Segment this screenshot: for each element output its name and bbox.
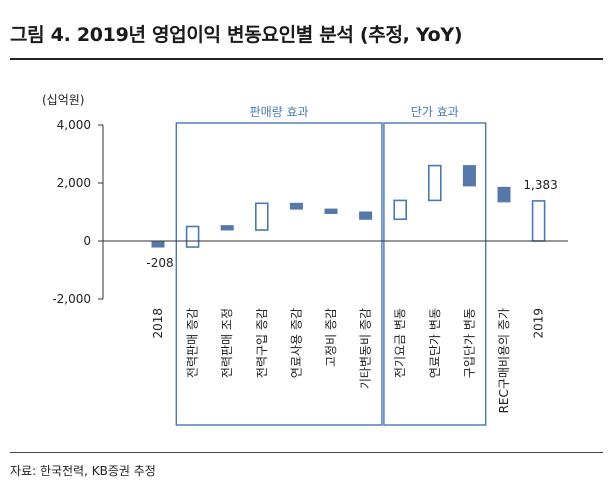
bar xyxy=(185,225,200,248)
category-label: 2019 xyxy=(532,308,546,339)
bar xyxy=(462,165,476,187)
bar xyxy=(324,208,338,214)
y-tick-label: 4,000 xyxy=(57,118,91,132)
category-label: REC구매비용의 증가 xyxy=(497,308,511,413)
bar xyxy=(255,202,269,231)
category-label: 기타변동비 증감 xyxy=(359,308,373,389)
category-label: 전력판매 조정 xyxy=(220,308,234,378)
category-label: 구입단가 변동 xyxy=(462,308,476,378)
category-label: 전력구입 증감 xyxy=(255,308,269,378)
y-tick-label: 0 xyxy=(83,234,91,248)
waterfall-chart: (십억원) 판매량 효과 단가 효과 -2,000 0 2,000 4,000 2018… xyxy=(42,93,568,426)
group-box xyxy=(383,122,487,426)
labels: 2018 -208 전력판매 증감 전력판매 조정 전력구입 증감 연료사용 증감 고정비 … xyxy=(146,178,557,414)
group-label: 판매량 효과 xyxy=(250,105,309,119)
chart-title: 그림 4. 2019년 영업이익 변동요인별 분석 (추정, YoY) xyxy=(10,24,463,46)
title-divider xyxy=(10,58,603,60)
bar xyxy=(531,200,546,242)
bar xyxy=(393,199,408,221)
group-boxes: 판매량 효과 단가 효과 xyxy=(175,105,487,426)
group-label: 단가 효과 xyxy=(411,105,459,119)
bar xyxy=(427,164,442,202)
value-label: -208 xyxy=(146,256,173,270)
category-label: 2018 xyxy=(151,308,165,339)
axes: -2,000 0 2,000 4,000 xyxy=(52,118,568,306)
value-label: 1,383 xyxy=(523,178,557,192)
bar xyxy=(151,240,165,248)
bar xyxy=(289,202,303,210)
y-tick-label: 2,000 xyxy=(57,176,91,190)
category-label: 연료사용 증감 xyxy=(289,308,303,378)
category-label: 전력판매 증감 xyxy=(186,308,200,378)
bars xyxy=(151,164,546,248)
source-note: 자료: 한국전력, KB증권 추정 xyxy=(10,464,156,478)
bar xyxy=(220,225,234,231)
category-label: 고정비 증감 xyxy=(324,308,338,367)
bar xyxy=(497,186,511,203)
source-divider xyxy=(10,452,603,453)
y-tick-label: -2,000 xyxy=(52,292,91,306)
category-label: 연료단가 변동 xyxy=(428,308,442,378)
category-label: 전기요금 변동 xyxy=(393,308,407,378)
bar xyxy=(359,211,373,220)
unit-label: (십억원) xyxy=(42,93,84,107)
group-box xyxy=(175,122,383,426)
